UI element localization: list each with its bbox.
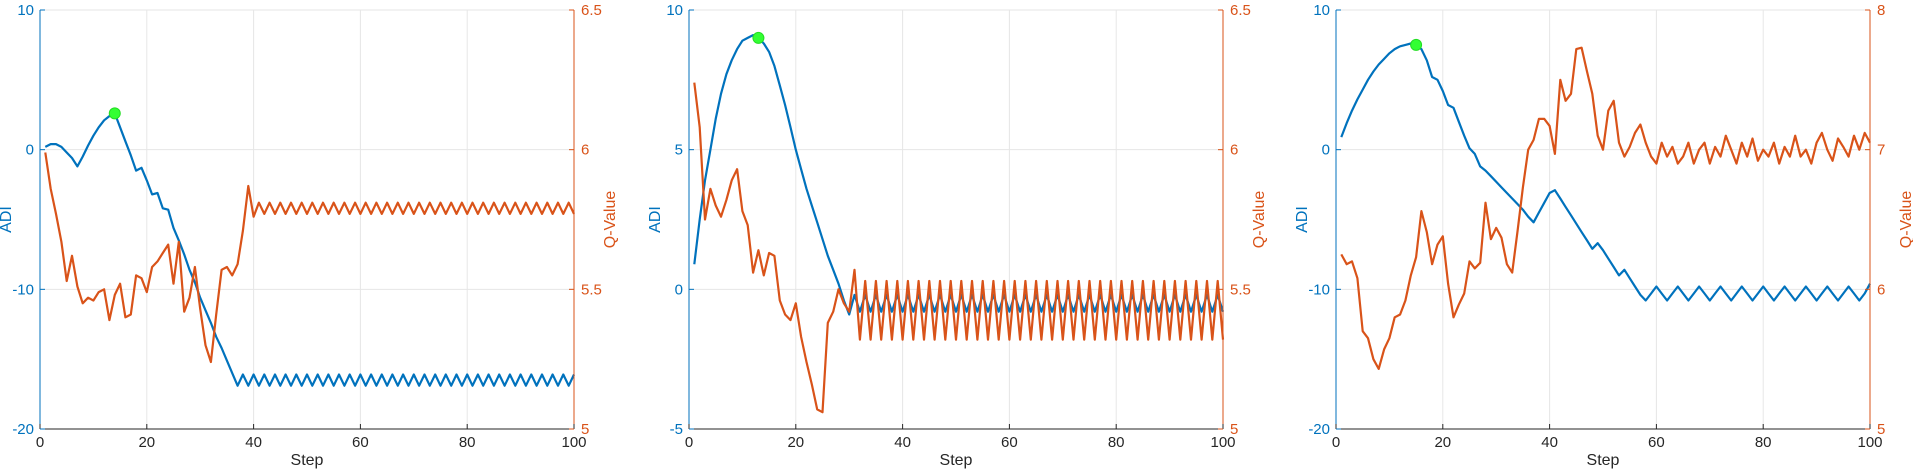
left-y-tick-label: -20 [1308, 421, 1330, 438]
x-axis-label: Step [1587, 452, 1620, 469]
subplot-1: 0 20 40 60 80 100 -20 -10 0 10 5 5.5 6 6.5 Step ADI Q-Va… [0, 2, 619, 469]
x-tick-label: 80 [1108, 434, 1125, 451]
x-axis-label: Step [940, 452, 973, 469]
q-value-series-line [44, 152, 575, 364]
left-y-axis-label: ADI [1294, 206, 1311, 233]
adi-series-line [1340, 42, 1871, 302]
right-y-tick-label: 6 [581, 142, 589, 159]
right-y-tick-label: 5.5 [581, 281, 602, 298]
q-value-series-line [1340, 46, 1871, 370]
x-tick-label: 20 [787, 434, 804, 451]
left-y-tick-label: 10 [17, 2, 34, 19]
x-tick-label: 60 [352, 434, 369, 451]
x-tick-label: 100 [1857, 434, 1882, 451]
left-y-tick-label: 0 [1322, 142, 1330, 159]
right-y-tick-label: 5 [1877, 421, 1885, 438]
left-y-tick-label: 0 [26, 142, 34, 159]
x-tick-label: 80 [1755, 434, 1772, 451]
right-y-tick-label: 6 [1230, 142, 1238, 159]
x-tick-label: 60 [1648, 434, 1665, 451]
left-y-axis-label: ADI [647, 206, 664, 233]
right-y-axis-label: Q-Value [602, 191, 619, 249]
plot-area [1336, 10, 1870, 429]
right-y-tick-label: 6.5 [581, 2, 602, 19]
x-axis-label: Step [291, 452, 324, 469]
peak-marker [1410, 38, 1423, 51]
right-y-axis-label: Q-Value [1898, 191, 1913, 249]
x-tick-label: 0 [36, 434, 44, 451]
q-value-series-line [693, 82, 1225, 414]
left-y-tick-label: 5 [675, 142, 683, 159]
peak-marker [108, 107, 121, 120]
subplot-3: 0 20 40 60 80 100 -20 -10 0 10 5 6 7 8 Step ADI Q-Value [1294, 2, 1913, 469]
x-tick-label: 60 [1001, 434, 1018, 451]
x-tick-label: 20 [1434, 434, 1451, 451]
left-y-axis-label: ADI [0, 206, 15, 233]
right-y-tick-label: 5.5 [1230, 281, 1251, 298]
plot-area [40, 10, 574, 429]
left-y-tick-label: -10 [12, 281, 34, 298]
x-tick-label: 0 [685, 434, 693, 451]
x-tick-label: 80 [459, 434, 476, 451]
right-y-tick-label: 6 [1877, 281, 1885, 298]
right-y-tick-label: 8 [1877, 2, 1885, 19]
left-y-tick-label: -5 [670, 421, 683, 438]
left-y-tick-label: 10 [666, 2, 683, 19]
right-y-tick-label: 5 [581, 421, 589, 438]
plot-area [689, 10, 1223, 429]
peak-marker [752, 31, 765, 44]
x-tick-label: 100 [561, 434, 586, 451]
x-tick-label: 20 [138, 434, 155, 451]
left-y-tick-label: -10 [1308, 281, 1330, 298]
right-y-tick-label: 5 [1230, 421, 1238, 438]
x-tick-label: 0 [1332, 434, 1340, 451]
left-y-tick-label: 10 [1313, 2, 1330, 19]
x-tick-label: 40 [1541, 434, 1558, 451]
x-tick-label: 40 [245, 434, 262, 451]
adi-series-line [44, 112, 575, 387]
right-y-tick-label: 7 [1877, 142, 1885, 159]
right-y-axis-label: Q-Value [1251, 191, 1268, 249]
right-y-tick-label: 6.5 [1230, 2, 1251, 19]
left-y-tick-label: 0 [675, 281, 683, 298]
x-tick-label: 40 [894, 434, 911, 451]
x-tick-label: 100 [1210, 434, 1235, 451]
left-y-tick-label: -20 [12, 421, 34, 438]
